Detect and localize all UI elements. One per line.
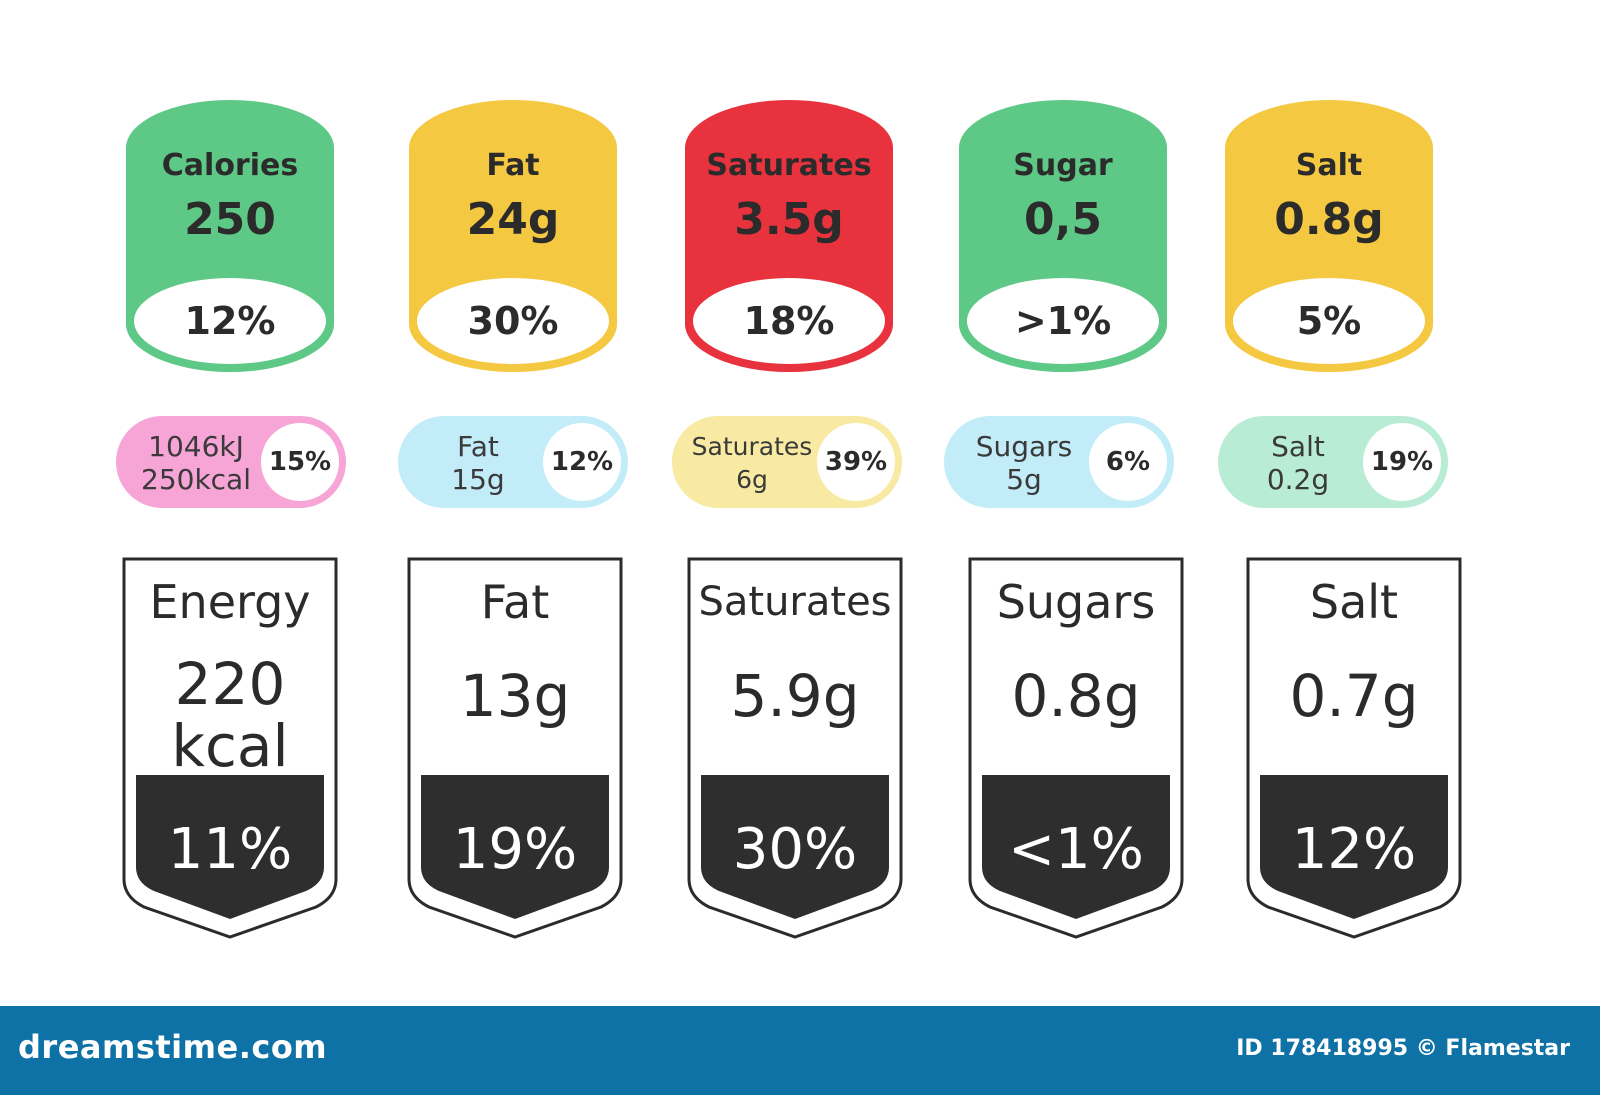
saturates-label: Saturates 3.5g 18% <box>685 100 893 372</box>
label-name: Fat <box>486 148 540 183</box>
fat-shield: Fat 13g 19% <box>407 557 623 939</box>
shield-value-line-1: 5.9g <box>730 662 860 730</box>
pill-line-1: Salt <box>1271 430 1325 463</box>
label-percent: 18% <box>693 278 885 364</box>
pill-text: Saturates 6g <box>682 430 822 496</box>
label-percent: 5% <box>1233 278 1425 364</box>
pill-line-1: Sugars <box>975 430 1073 463</box>
label-value: 3.5g <box>734 194 844 245</box>
label-name: Saturates <box>706 148 872 183</box>
label-name: Sugar <box>1013 148 1113 183</box>
pill-percent: 15% <box>261 423 339 501</box>
shield-value: 13g <box>407 665 623 727</box>
shield-outline <box>1246 557 1462 939</box>
shield-value-line-2: kcal <box>171 712 289 780</box>
label-name: Calories <box>161 148 299 183</box>
pill-line-2: 15g <box>451 463 505 496</box>
pill-line-2: 6g <box>736 465 768 494</box>
shield-percent: 19% <box>452 817 578 882</box>
label-percent: 12% <box>134 278 326 364</box>
calories-label: Calories 250 12% <box>126 100 334 372</box>
footer-credit: ID 178418995 © Flamestar <box>1236 1036 1570 1061</box>
shield-percent: 12% <box>1291 817 1417 882</box>
sugar-label: Sugar 0,5 >1% <box>959 100 1167 372</box>
pill-line-1: 1046kJ <box>148 430 244 463</box>
shield-value: 0.7g <box>1246 665 1462 727</box>
shield-outline <box>687 557 903 939</box>
shield-name: Saturates <box>698 579 892 625</box>
pill-line-1: Saturates <box>691 432 813 461</box>
footer-brand[interactable]: dreamstime.com <box>18 1028 328 1066</box>
energy-pill: 1046kJ 250kcal 15% <box>116 416 346 508</box>
footer-bar: dreamstime.com ID 178418995 © Flamestar <box>0 1006 1600 1095</box>
shield-value: 220 kcal <box>122 653 338 777</box>
shield-percent: 30% <box>732 817 858 882</box>
fat-label: Fat 24g 30% <box>409 100 617 372</box>
energy-shield: Energy 220 kcal 11% <box>122 557 338 939</box>
shield-value-line-1: 0.7g <box>1289 662 1419 730</box>
shield-value: 5.9g <box>687 665 903 727</box>
pill-text: Fat 15g <box>408 430 548 496</box>
shield-name: Energy <box>149 575 311 629</box>
sugars-shield: Sugars 0.8g <1% <box>968 557 1184 939</box>
shield-outline <box>968 557 1184 939</box>
fat-pill: Fat 15g 12% <box>398 416 628 508</box>
shield-value: 0.8g <box>968 665 1184 727</box>
saturates-shield: Saturates 5.9g 30% <box>687 557 903 939</box>
pill-line-2: 5g <box>1006 463 1042 496</box>
pill-line-2: 250kcal <box>141 463 251 496</box>
salt-shield: Salt 0.7g 12% <box>1246 557 1462 939</box>
pill-text: Salt 0.2g <box>1228 430 1368 496</box>
label-value: 24g <box>466 194 560 245</box>
salt-label: Salt 0.8g 5% <box>1225 100 1433 372</box>
pill-line-2: 0.2g <box>1266 463 1330 496</box>
shield-value-line-1: 13g <box>459 662 571 730</box>
label-value: 0,5 <box>1024 194 1102 245</box>
shield-outline <box>122 557 338 939</box>
shield-value-line-1: 220 <box>174 650 286 718</box>
shield-percent: 11% <box>167 817 293 882</box>
sugars-pill: Sugars 5g 6% <box>944 416 1174 508</box>
label-name: Salt <box>1295 148 1363 183</box>
label-value: 250 <box>184 194 276 245</box>
saturates-pill: Saturates 6g 39% <box>672 416 902 508</box>
label-value: 0.8g <box>1274 194 1384 245</box>
pill-percent: 12% <box>543 423 621 501</box>
label-percent: >1% <box>967 278 1159 364</box>
pill-percent: 6% <box>1089 423 1167 501</box>
salt-pill: Salt 0.2g 19% <box>1218 416 1448 508</box>
shield-outline <box>407 557 623 939</box>
shield-name: Fat <box>480 575 550 629</box>
shield-name: Salt <box>1309 575 1399 629</box>
pill-percent: 19% <box>1363 423 1441 501</box>
pill-text: 1046kJ 250kcal <box>126 430 266 496</box>
shield-percent: <1% <box>1008 817 1144 882</box>
pill-percent: 39% <box>817 423 895 501</box>
pill-text: Sugars 5g <box>954 430 1094 496</box>
pill-line-1: Fat <box>457 430 499 463</box>
shield-name: Sugars <box>996 575 1156 629</box>
shield-value-line-1: 0.8g <box>1011 662 1141 730</box>
label-percent: 30% <box>417 278 609 364</box>
